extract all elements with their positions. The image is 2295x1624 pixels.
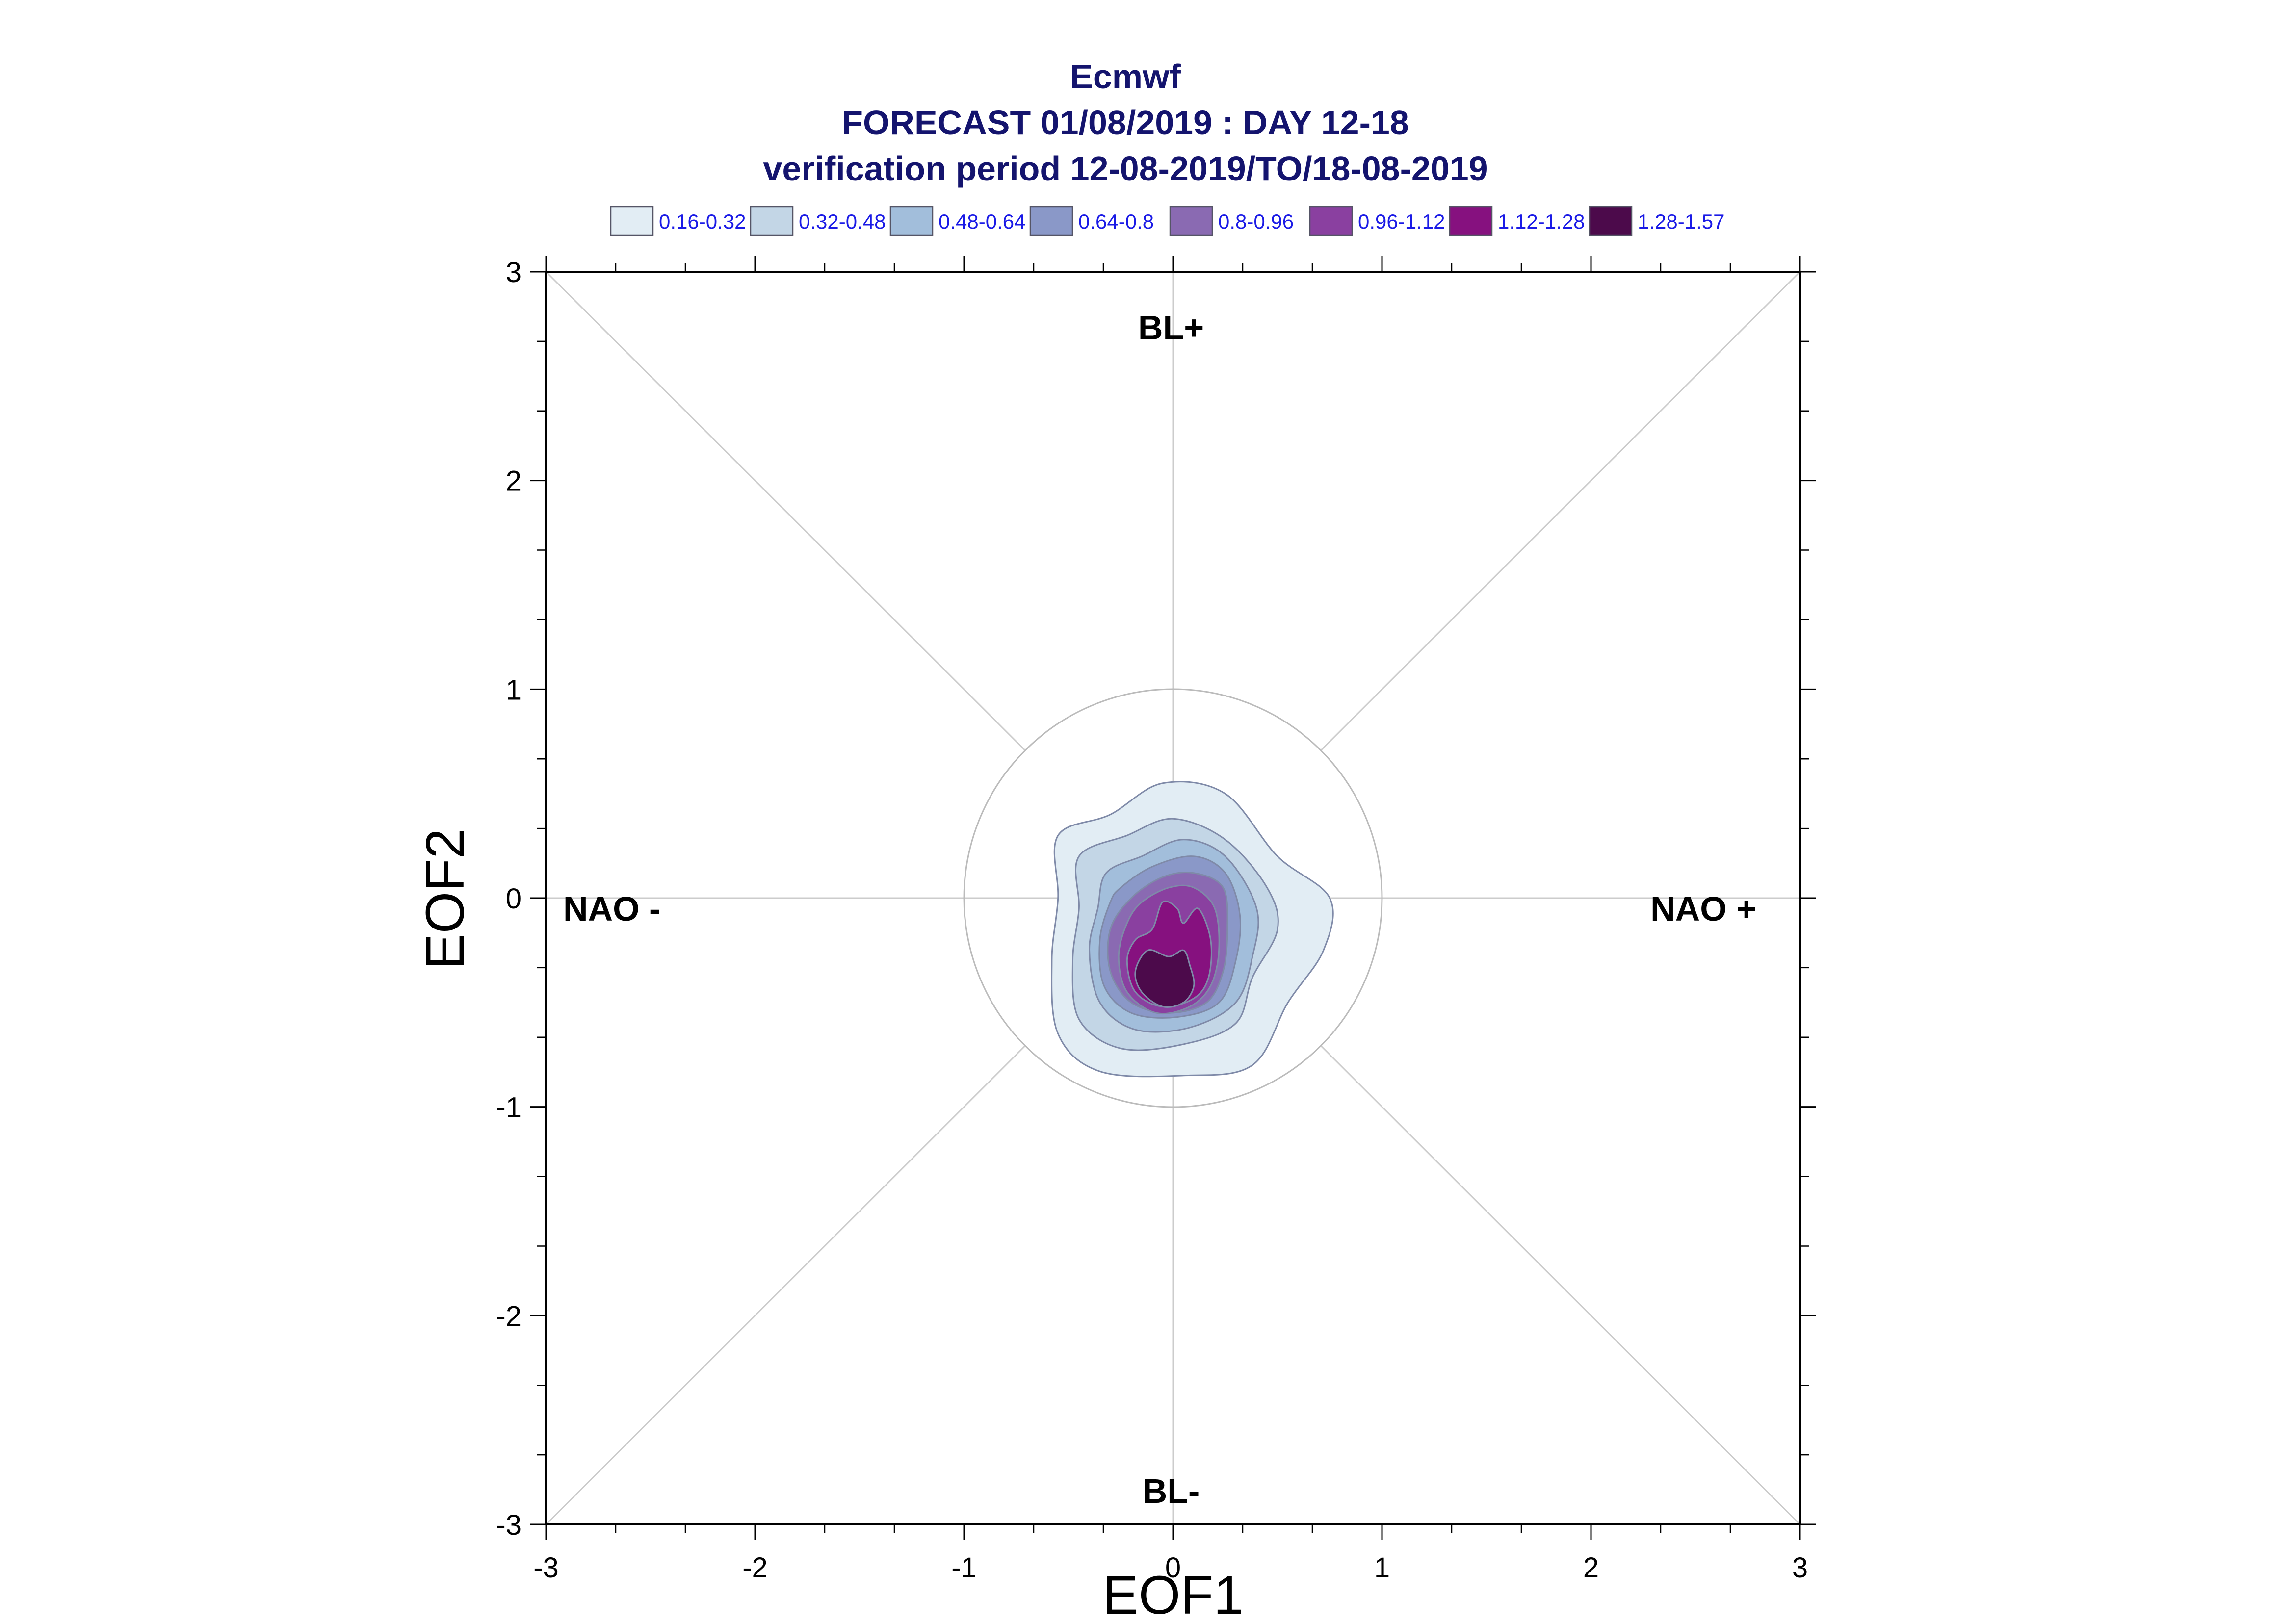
x-tick-label: 3 xyxy=(1792,1552,1808,1584)
legend-swatch xyxy=(1029,206,1073,236)
x-axis-label: EOF1 xyxy=(1102,1565,1243,1624)
legend-label: 0.96-1.12 xyxy=(1358,210,1445,233)
title-line-1: Ecmwf xyxy=(1070,57,1181,96)
y-tick-label: 1 xyxy=(506,674,522,706)
title-line-3: verification period 12-08-2019/TO/18-08-… xyxy=(763,150,1487,188)
legend-swatch xyxy=(889,206,934,236)
legend: 0.16-0.32 0.32-0.48 0.48-0.64 0.64-0.8 0.8-0… xyxy=(610,206,1724,236)
density-contours xyxy=(1051,781,1334,1078)
x-tick-label: 2 xyxy=(1583,1552,1599,1584)
x-tick-label: -1 xyxy=(951,1552,977,1584)
ticks: -3 -2 -1 0 1 2 3 -3 -2 -1 0 1 2 3 xyxy=(496,256,1816,1584)
regime-label-nao-plus: NAO + xyxy=(1650,890,1756,928)
diagonal-guide-line xyxy=(545,271,1026,751)
legend-label: 0.8-0.96 xyxy=(1218,210,1294,233)
legend-swatch xyxy=(1309,206,1353,236)
y-tick-label: 0 xyxy=(506,883,522,915)
regime-label-bl-minus: BL- xyxy=(1143,1472,1200,1510)
x-tick-label: -2 xyxy=(742,1552,768,1584)
legend-swatch xyxy=(1589,206,1633,236)
diagonal-guide-line xyxy=(1320,271,1801,751)
regime-label-bl-plus: BL+ xyxy=(1138,309,1204,347)
legend-label: 1.28-1.57 xyxy=(1638,210,1724,233)
diagonal-guide-line xyxy=(1320,1045,1801,1525)
legend-label: 0.64-0.8 xyxy=(1078,210,1154,233)
legend-swatch xyxy=(610,206,654,236)
y-tick-label: 3 xyxy=(506,257,522,288)
legend-swatch xyxy=(750,206,794,236)
legend-label: 1.12-1.28 xyxy=(1498,210,1585,233)
x-tick-label: 0 xyxy=(1165,1552,1181,1584)
y-axis-label: EOF2 xyxy=(415,828,475,969)
contour-level-1.28-1.57 xyxy=(1134,949,1195,1008)
y-tick-label: -3 xyxy=(496,1509,522,1541)
unit-circle xyxy=(963,688,1383,1108)
legend-swatch xyxy=(1449,206,1493,236)
x-tick-label: 1 xyxy=(1374,1552,1390,1584)
legend-swatch xyxy=(1169,206,1213,236)
y-tick-label: -2 xyxy=(496,1300,522,1332)
regime-label-nao-minus: NAO - xyxy=(563,890,660,928)
diagonal-guide-line xyxy=(545,1045,1026,1525)
legend-label: 0.32-0.48 xyxy=(799,210,886,233)
y-tick-label: -1 xyxy=(496,1092,522,1124)
y-tick-label: 2 xyxy=(506,465,522,497)
legend-label: 0.16-0.32 xyxy=(659,210,746,233)
legend-label: 0.48-0.64 xyxy=(939,210,1025,233)
plot-area: -3 -2 -1 0 1 2 3 -3 -2 -1 0 1 2 3 xyxy=(496,256,1816,1584)
x-tick-label: -3 xyxy=(533,1552,559,1584)
title-line-2: FORECAST 01/08/2019 : DAY 12-18 xyxy=(842,103,1409,142)
